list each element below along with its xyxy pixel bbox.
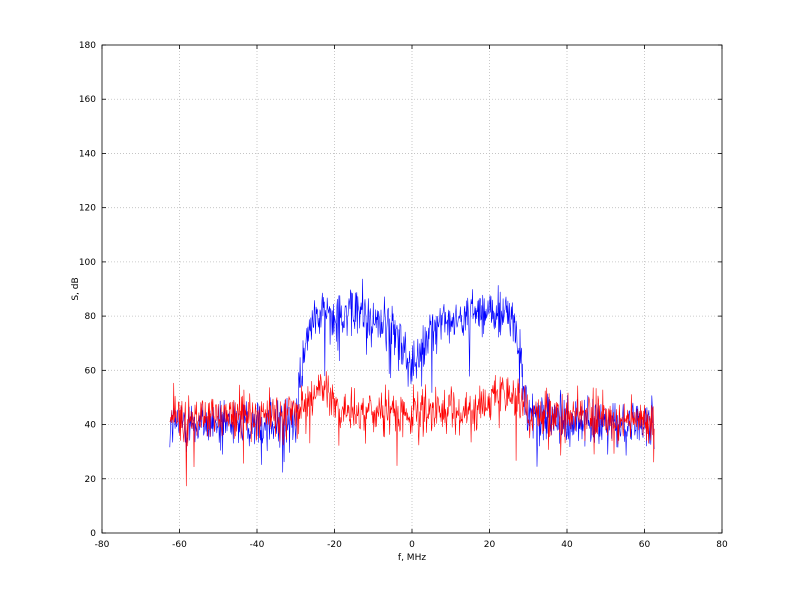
y-tick-label: 160 xyxy=(79,95,96,105)
x-tick-label: 60 xyxy=(639,540,651,550)
x-tick-label: 0 xyxy=(409,540,415,550)
series-layer xyxy=(169,278,655,487)
y-axis-label: S, dB xyxy=(71,277,81,300)
y-tick-label: 40 xyxy=(85,421,97,431)
y-tick-label: 120 xyxy=(79,204,96,214)
y-tick-label: 100 xyxy=(79,258,96,268)
y-tick-label: 0 xyxy=(90,529,96,539)
y-tick-label: 20 xyxy=(85,475,97,485)
y-axis-ticks: 0 20 40 60 80 100 120 140 160 180 xyxy=(79,41,722,539)
y-tick-label: 180 xyxy=(79,41,96,51)
y-tick-label: 60 xyxy=(85,366,97,376)
series-line-red xyxy=(169,371,655,487)
y-tick-label: 140 xyxy=(79,149,96,159)
x-axis-label: f, MHz xyxy=(398,553,426,563)
series-line-blue xyxy=(169,278,655,473)
x-tick-label: 80 xyxy=(716,540,728,550)
x-tick-label: -40 xyxy=(250,540,265,550)
x-tick-label: 40 xyxy=(561,540,573,550)
x-tick-label: -80 xyxy=(95,540,110,550)
x-axis-ticks: -80 -60 -40 -20 0 20 40 60 80 xyxy=(95,45,728,550)
y-tick-label: 80 xyxy=(85,312,97,322)
x-tick-label: 20 xyxy=(484,540,496,550)
x-tick-label: -60 xyxy=(172,540,187,550)
x-tick-label: -20 xyxy=(327,540,342,550)
